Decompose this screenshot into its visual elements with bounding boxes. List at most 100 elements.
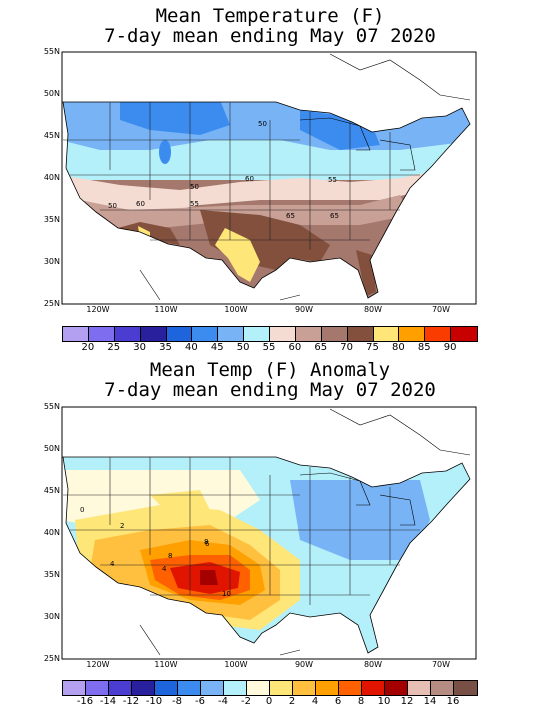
lat-tick-label: 55N bbox=[43, 47, 60, 56]
colorbar-label: 25 bbox=[107, 342, 121, 353]
colorbar-label: -12 bbox=[122, 696, 140, 707]
lat-tick-label: 25N bbox=[43, 654, 60, 663]
temperature-colorbar bbox=[62, 326, 478, 342]
lat-tick-label: 35N bbox=[43, 215, 60, 224]
colorbar-swatch bbox=[339, 681, 362, 695]
lon-tick-label: 80W bbox=[363, 660, 383, 669]
contour-label: 55 bbox=[328, 176, 337, 184]
colorbar-label: 75 bbox=[366, 342, 379, 353]
colorbar-swatch bbox=[201, 681, 224, 695]
lon-tick-label: 100W bbox=[224, 660, 248, 669]
contour-label: 50 bbox=[190, 183, 199, 191]
colorbar-swatch bbox=[109, 681, 132, 695]
colorbar-label: -16 bbox=[76, 696, 94, 707]
panel2-title-line1: Mean Temp (F) Anomaly bbox=[149, 359, 391, 381]
colorbar-swatch bbox=[431, 681, 454, 695]
colorbar-swatch bbox=[373, 327, 400, 341]
colorbar-swatch bbox=[270, 681, 293, 695]
coastlines-2 bbox=[139, 408, 471, 656]
lat-tick-label: 30N bbox=[43, 612, 60, 621]
colorbar-label: -4 bbox=[218, 696, 228, 707]
colorbar-label: 14 bbox=[423, 696, 437, 707]
contour-label: 10 bbox=[222, 590, 231, 598]
colorbar-label: 60 bbox=[288, 342, 302, 353]
colorbar-label: 85 bbox=[417, 342, 431, 353]
lat-tick-label: 40N bbox=[43, 528, 60, 537]
lon-tick-label: 120W bbox=[86, 305, 110, 314]
colorbar-label: 8 bbox=[357, 696, 365, 707]
contour-label: 65 bbox=[286, 212, 295, 220]
colorbar-swatch bbox=[270, 327, 296, 341]
colorbar-swatch bbox=[218, 327, 245, 341]
colorbar-swatch bbox=[399, 327, 426, 341]
colorbar-label: 50 bbox=[236, 342, 250, 353]
colorbar-label: 70 bbox=[340, 342, 353, 353]
lon-tick-label: 70W bbox=[431, 660, 451, 669]
colorbar-label: -14 bbox=[99, 696, 117, 707]
lat-tick-label: 50N bbox=[43, 444, 60, 453]
us-outline-2 bbox=[62, 456, 471, 654]
contour-label: 2 bbox=[120, 522, 125, 530]
great-lakes bbox=[299, 117, 416, 171]
colorbar-swatch bbox=[362, 681, 385, 695]
colorbar-label: 6 bbox=[334, 696, 342, 707]
colorbar-label: 45 bbox=[210, 342, 224, 353]
lat-tick-label: 40N bbox=[43, 173, 60, 182]
lon-tick-label: 100W bbox=[224, 305, 248, 314]
colorbar-label: -10 bbox=[145, 696, 163, 707]
lon-tick-label: 80W bbox=[363, 305, 383, 314]
colorbar-swatch bbox=[408, 681, 431, 695]
contour-label: 60 bbox=[136, 200, 145, 208]
colorbar-label: 55 bbox=[262, 342, 276, 353]
colorbar-label: 35 bbox=[159, 342, 172, 353]
colorbar-swatch bbox=[385, 681, 408, 695]
colorbar-label: -2 bbox=[241, 696, 251, 707]
colorbar-label: 90 bbox=[443, 342, 457, 353]
colorbar-label: -8 bbox=[172, 696, 182, 707]
colorbar-swatch bbox=[63, 327, 89, 341]
colorbar-swatch bbox=[321, 327, 348, 341]
colorbar-label: 10 bbox=[377, 696, 391, 707]
lon-tick-label: 110W bbox=[154, 305, 178, 314]
contour-label: 8 bbox=[204, 538, 209, 546]
colorbar-label: -6 bbox=[195, 696, 205, 707]
colorbar-label: 20 bbox=[81, 342, 95, 353]
colorbar-swatch bbox=[166, 327, 193, 341]
contour-label: 8 bbox=[168, 552, 173, 560]
lon-tick-label: 90W bbox=[294, 660, 314, 669]
state-lines bbox=[63, 102, 420, 250]
colorbar-swatch bbox=[192, 327, 219, 341]
contour-label: 4 bbox=[162, 565, 167, 573]
colorbar-label: 30 bbox=[133, 342, 146, 353]
colorbar-swatch bbox=[224, 681, 247, 695]
colorbar-swatch bbox=[114, 327, 141, 341]
contour-label: 55 bbox=[190, 200, 199, 208]
colorbar-swatch bbox=[451, 327, 477, 341]
colorbar-swatch bbox=[295, 327, 322, 341]
colorbar-label: 40 bbox=[185, 342, 198, 353]
lon-tick-label: 70W bbox=[431, 305, 451, 314]
anomaly-fill bbox=[63, 457, 470, 653]
lon-tick-label: 120W bbox=[86, 660, 110, 669]
colorbar-label: 16 bbox=[446, 696, 460, 707]
anomaly-colorbar bbox=[62, 680, 478, 696]
colorbar-swatch bbox=[155, 681, 178, 695]
colorbar-swatch bbox=[316, 681, 339, 695]
lon-tick-label: 110W bbox=[154, 660, 178, 669]
colorbar-label: 4 bbox=[311, 696, 319, 707]
colorbar-label: 12 bbox=[400, 696, 414, 707]
colorbar-label: 65 bbox=[314, 342, 328, 353]
colorbar-swatch bbox=[132, 681, 155, 695]
colorbar-label: 0 bbox=[265, 696, 273, 707]
colorbar-swatch bbox=[425, 327, 452, 341]
contour-label: 4 bbox=[110, 560, 115, 568]
lat-tick-label: 50N bbox=[43, 89, 60, 98]
coastlines bbox=[139, 53, 471, 301]
state-lines-2 bbox=[63, 457, 420, 605]
contour-label: 65 bbox=[330, 212, 339, 220]
lat-tick-label: 30N bbox=[43, 257, 60, 266]
colorbar-swatch bbox=[86, 681, 109, 695]
colorbar-swatch bbox=[178, 681, 201, 695]
colorbar-label: 80 bbox=[392, 342, 405, 353]
contour-label: 50 bbox=[258, 120, 267, 128]
